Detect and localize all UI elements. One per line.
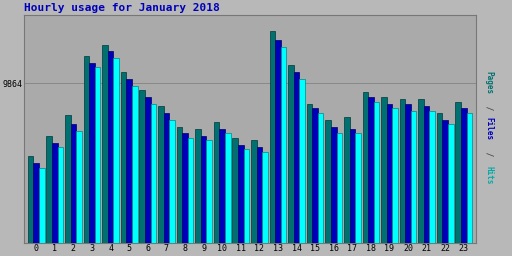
Bar bbox=[39, 168, 45, 243]
Bar bbox=[362, 92, 368, 243]
Bar bbox=[206, 140, 212, 243]
Bar bbox=[251, 140, 257, 243]
Bar bbox=[448, 124, 454, 243]
Bar bbox=[456, 102, 461, 243]
Bar bbox=[437, 113, 442, 243]
Bar bbox=[307, 104, 312, 243]
Bar bbox=[47, 136, 52, 243]
Bar bbox=[132, 86, 138, 243]
Bar bbox=[424, 106, 430, 243]
Bar bbox=[225, 133, 230, 243]
Bar bbox=[288, 65, 294, 243]
Bar bbox=[33, 163, 39, 243]
Text: Hits: Hits bbox=[484, 166, 493, 184]
Bar bbox=[350, 129, 355, 243]
Bar bbox=[312, 108, 318, 243]
Bar bbox=[411, 111, 416, 243]
Bar bbox=[164, 113, 169, 243]
Bar bbox=[232, 138, 238, 243]
Bar bbox=[219, 129, 225, 243]
Bar bbox=[355, 133, 360, 243]
Text: /: / bbox=[484, 147, 493, 157]
Bar bbox=[121, 72, 126, 243]
Bar bbox=[262, 152, 268, 243]
Bar bbox=[188, 138, 194, 243]
Bar bbox=[281, 47, 286, 243]
Bar bbox=[430, 111, 435, 243]
Bar bbox=[257, 147, 262, 243]
Bar bbox=[71, 124, 76, 243]
Bar bbox=[65, 115, 71, 243]
Bar bbox=[102, 45, 108, 243]
Bar bbox=[28, 156, 33, 243]
Bar bbox=[318, 113, 324, 243]
Bar bbox=[95, 67, 100, 243]
Bar bbox=[52, 143, 58, 243]
Bar bbox=[151, 104, 156, 243]
Bar bbox=[374, 102, 379, 243]
Bar bbox=[83, 56, 89, 243]
Bar bbox=[201, 136, 206, 243]
Bar bbox=[418, 99, 424, 243]
Bar bbox=[214, 122, 219, 243]
Bar bbox=[368, 97, 374, 243]
Bar bbox=[275, 40, 281, 243]
Bar bbox=[113, 58, 119, 243]
Bar bbox=[461, 108, 466, 243]
Bar bbox=[177, 127, 182, 243]
Bar bbox=[169, 120, 175, 243]
Bar bbox=[325, 120, 331, 243]
Bar bbox=[238, 145, 244, 243]
Text: /: / bbox=[484, 101, 493, 111]
Bar bbox=[126, 79, 132, 243]
Bar bbox=[406, 104, 411, 243]
Text: Files: Files bbox=[484, 117, 493, 141]
Bar bbox=[381, 97, 387, 243]
Bar bbox=[270, 31, 275, 243]
Bar bbox=[294, 72, 300, 243]
Bar bbox=[89, 63, 95, 243]
Bar bbox=[466, 113, 472, 243]
Bar bbox=[392, 108, 398, 243]
Bar bbox=[244, 150, 249, 243]
Text: Hourly usage for January 2018: Hourly usage for January 2018 bbox=[24, 3, 220, 13]
Bar bbox=[344, 118, 350, 243]
Bar bbox=[182, 133, 188, 243]
Bar bbox=[76, 131, 82, 243]
Bar bbox=[145, 97, 151, 243]
Bar bbox=[195, 129, 201, 243]
Bar bbox=[139, 90, 145, 243]
Bar bbox=[158, 106, 164, 243]
Bar bbox=[336, 133, 342, 243]
Bar bbox=[442, 120, 448, 243]
Bar bbox=[108, 51, 113, 243]
Text: Pages: Pages bbox=[484, 71, 493, 94]
Bar bbox=[300, 79, 305, 243]
Bar bbox=[400, 99, 406, 243]
Bar bbox=[58, 147, 63, 243]
Bar bbox=[387, 104, 392, 243]
Bar bbox=[331, 127, 336, 243]
